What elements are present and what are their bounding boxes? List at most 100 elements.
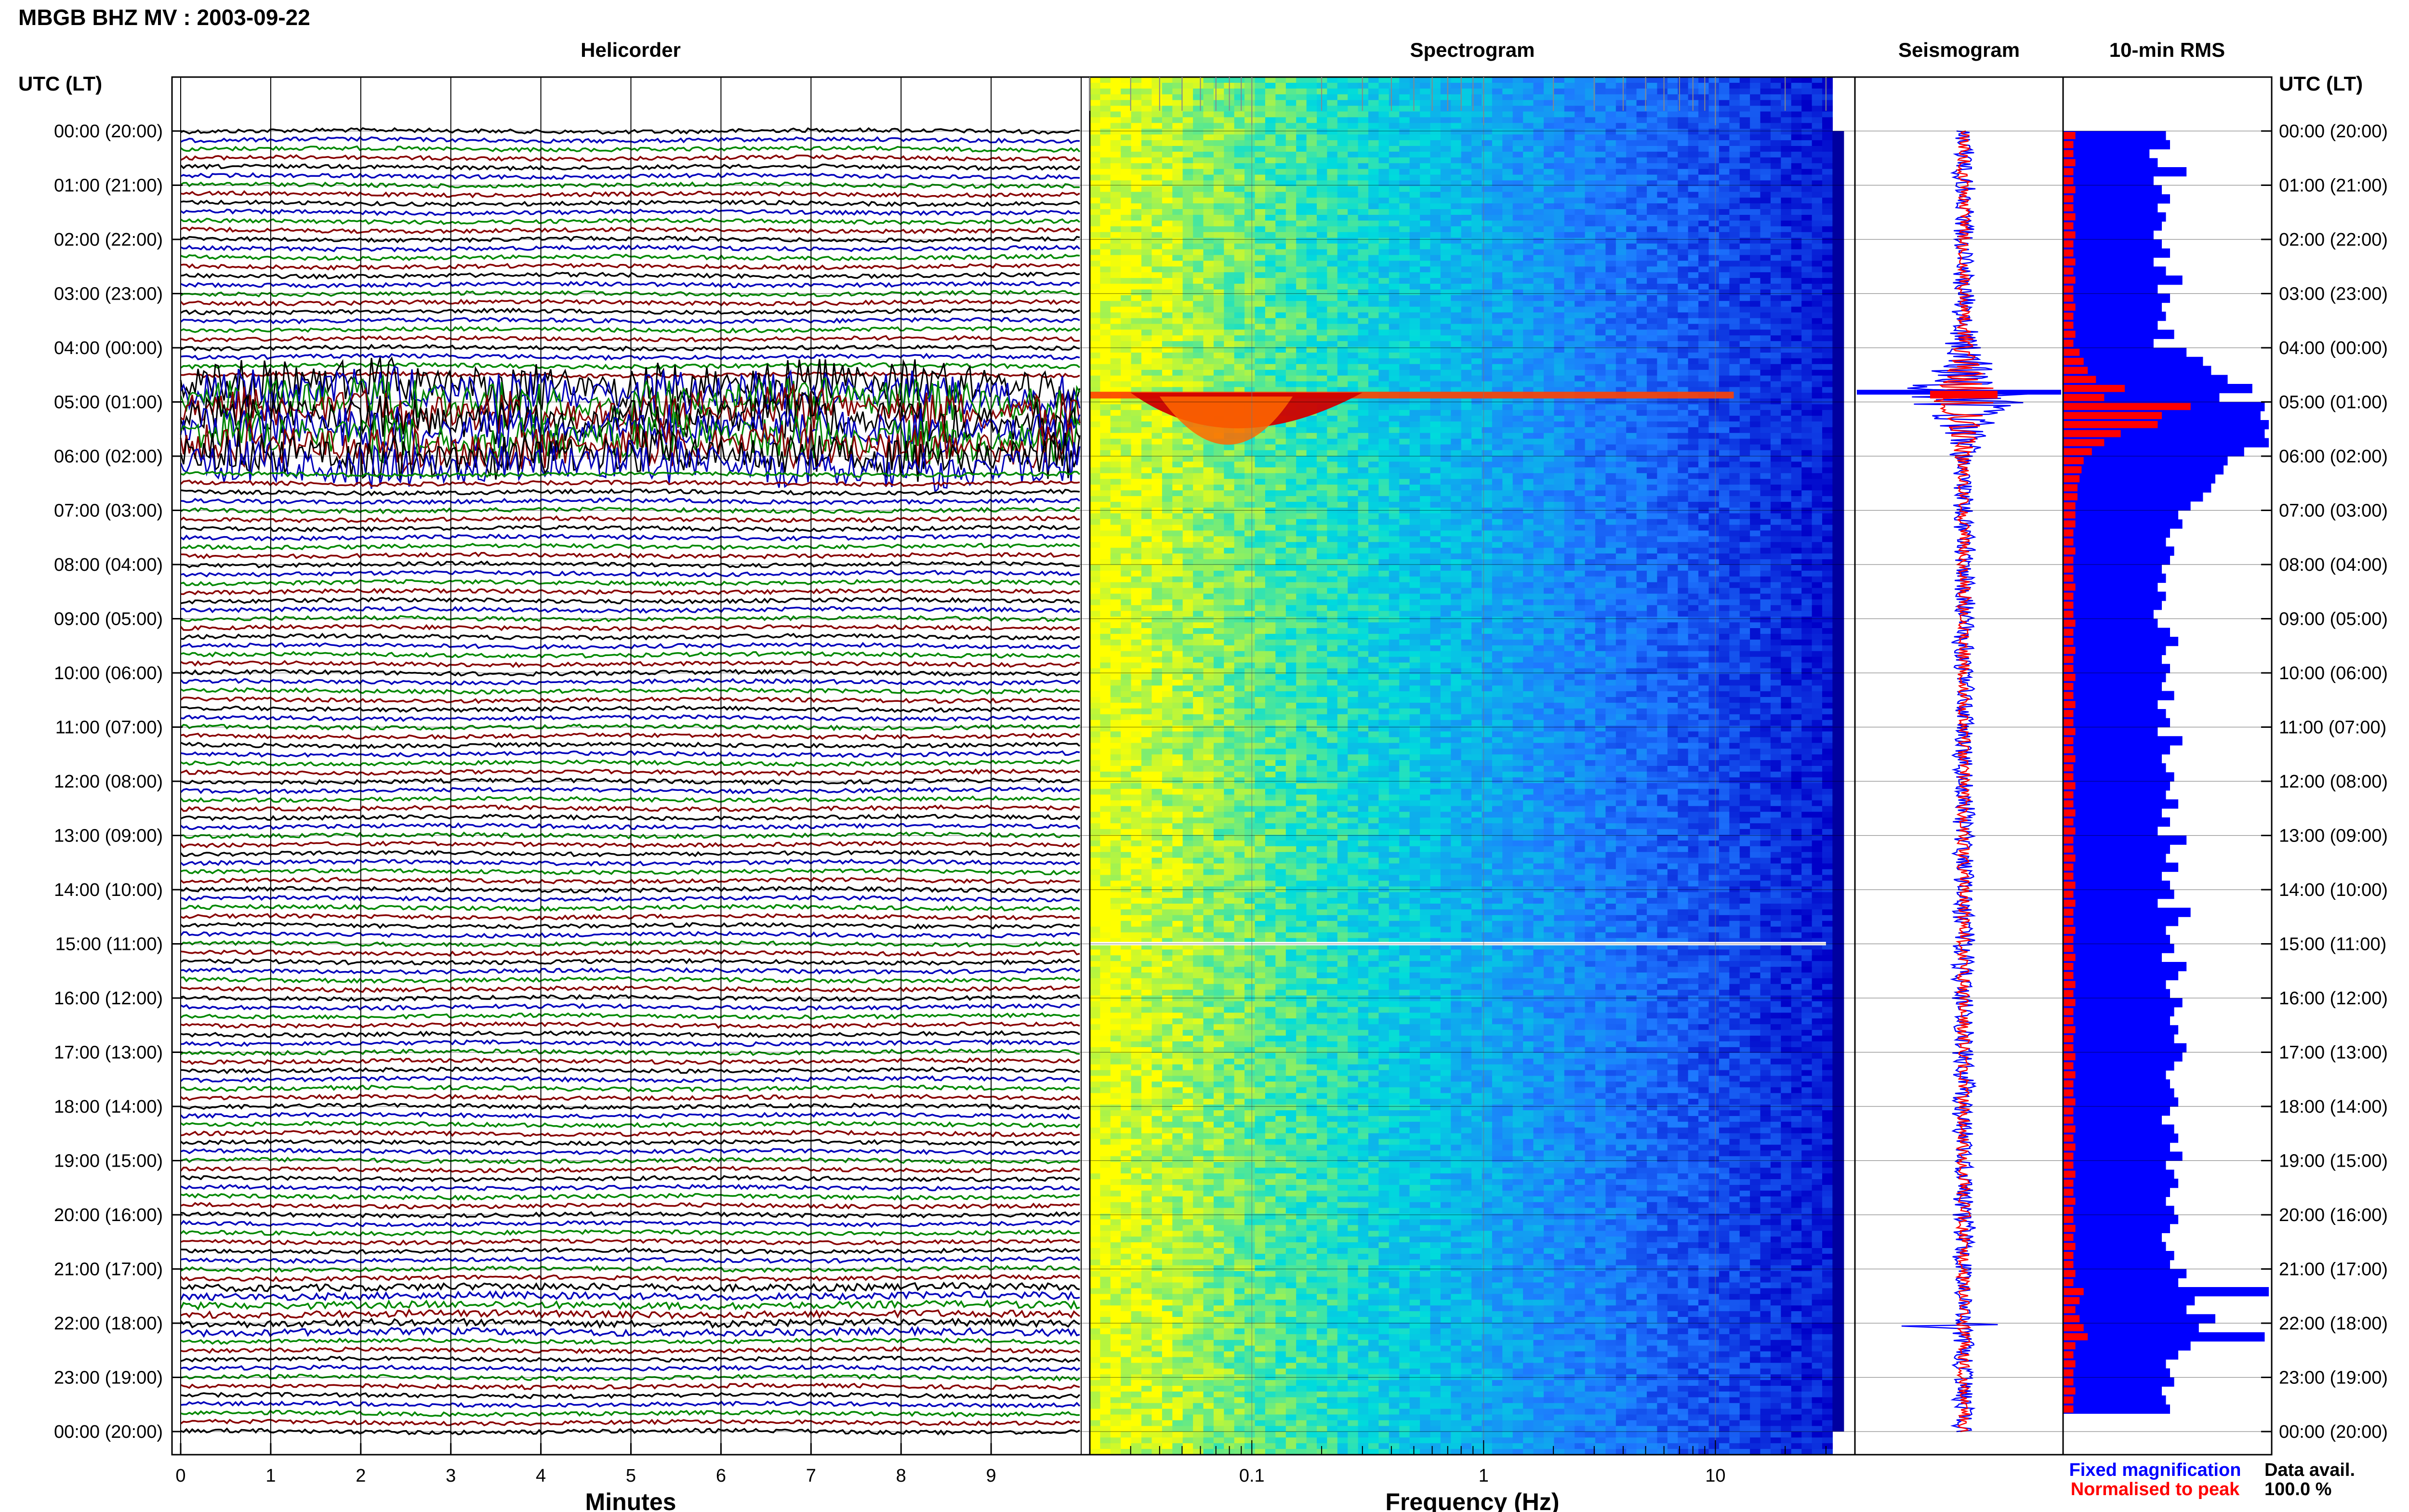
spectrogram-cell [1182, 77, 1193, 83]
spectrogram-cell [1265, 174, 1276, 181]
spectrogram-cell [1337, 209, 1348, 215]
spectrogram-cell [1657, 261, 1668, 267]
spectrogram-cell [1306, 94, 1317, 101]
spectrogram-cell [1544, 105, 1554, 112]
spectrogram-cell [1575, 197, 1586, 204]
spectrogram-cell [1275, 341, 1286, 347]
spectrogram-cell [1121, 421, 1132, 428]
spectrogram-cell [1739, 186, 1750, 192]
spectrogram-cell [1285, 249, 1297, 255]
spectrogram-cell [1152, 375, 1163, 382]
spectrogram-cell [1389, 255, 1400, 261]
spectrogram-cell [1440, 341, 1451, 347]
spectrogram-cell [1121, 215, 1132, 221]
helicorder-trace [180, 1103, 1081, 1110]
spectrogram-cell [1657, 77, 1668, 83]
spectrogram-cell [1626, 197, 1637, 204]
spectrogram-cell [1203, 129, 1214, 135]
helicorder-trace [180, 1147, 1081, 1156]
spectrogram-cell [1533, 387, 1544, 393]
spectrogram-cell [1544, 364, 1554, 370]
spectrogram-cell [1368, 169, 1379, 175]
spectrogram-cell [1265, 387, 1276, 393]
spectrogram-cell [1482, 410, 1493, 416]
spectrogram-cell [1636, 129, 1647, 135]
spectrogram-cell [1121, 410, 1132, 416]
spectrogram-cell [1636, 209, 1647, 215]
spectrogram-cell [1595, 289, 1606, 296]
spectrogram-cell [1575, 82, 1586, 89]
spectrogram-cell [1544, 295, 1554, 302]
spectrogram-cell [1708, 284, 1720, 290]
spectrogram-cell [1430, 364, 1441, 370]
spectrogram-cell [1729, 129, 1740, 135]
spectrogram-cell [1595, 255, 1606, 261]
spectrogram-cell [1595, 243, 1606, 250]
spectrogram-cell [1234, 232, 1245, 238]
spectrogram-cell [1378, 203, 1390, 210]
spectrogram-cell [1544, 180, 1554, 186]
spectrogram-cell [1420, 329, 1431, 336]
spectrogram-cell [1739, 129, 1750, 135]
spectrogram-cell [1533, 450, 1544, 457]
spectrogram-cell [1585, 88, 1596, 95]
spectrogram-cell [1152, 329, 1163, 336]
spectrogram-cell [1729, 237, 1740, 244]
spectrogram-cell [1502, 174, 1513, 181]
spectrogram-cell [1760, 100, 1771, 106]
spectrogram-cell [1285, 203, 1297, 210]
helicorder-trace [180, 263, 1080, 271]
spectrogram-cell [1234, 261, 1245, 267]
spectrogram-cell [1306, 416, 1317, 422]
spectrogram-cell [1358, 237, 1369, 244]
spectrogram-cell [1255, 94, 1266, 101]
spectrogram-cell [1667, 220, 1678, 227]
spectrogram-cell [1110, 347, 1121, 353]
helicorder-trace [180, 506, 1080, 514]
helicorder-trace [180, 940, 1080, 948]
spectrogram-cell [1512, 157, 1523, 164]
spectrogram-cell [1760, 186, 1771, 192]
spectrogram-cell [1791, 255, 1802, 261]
spectrogram-cell [1822, 203, 1833, 210]
spectrogram-cell [1822, 88, 1833, 95]
spectrogram-cell [1152, 444, 1163, 451]
spectrogram-cell [1512, 456, 1523, 462]
spectrogram-cell [1090, 169, 1100, 175]
spectrogram-cell [1801, 88, 1813, 95]
spectrogram-cell [1131, 151, 1142, 158]
spectrogram-cell [1255, 324, 1266, 330]
spectrogram-cell [1141, 375, 1152, 382]
spectrogram-cell [1317, 117, 1327, 123]
spectrogram-cell [1471, 421, 1482, 428]
spectrogram-cell [1110, 375, 1121, 382]
spectrogram-cell [1636, 398, 1647, 405]
spectrogram-cell [1564, 111, 1575, 118]
spectrogram-cell [1389, 341, 1400, 347]
spectrogram-cell [1698, 203, 1709, 210]
spectrogram-cell [1667, 295, 1678, 302]
spectrogram-cell [1110, 157, 1121, 164]
helicorder-trace [180, 1229, 1080, 1237]
spectrogram-cell [1162, 105, 1173, 112]
spectrogram-cell [1812, 186, 1823, 192]
spectrogram-cell [1399, 318, 1410, 324]
spectrogram-cell [1358, 140, 1369, 146]
spectrogram-cell [1657, 220, 1668, 227]
spectrogram-cell [1461, 324, 1472, 330]
spectrogram-cell [1471, 347, 1482, 353]
spectrogram-cell [1739, 111, 1750, 118]
spectrogram-cell [1502, 301, 1513, 307]
spectrogram-cell [1296, 134, 1307, 141]
spectrogram-cell [1471, 284, 1482, 290]
spectrogram-cell [1626, 341, 1637, 347]
spectrogram-cell [1461, 450, 1472, 457]
spectrogram-cell [1131, 82, 1142, 89]
spectrogram-cell [1141, 157, 1152, 164]
spectrogram-cell [1605, 272, 1616, 278]
spectrogram-cell [1564, 243, 1575, 250]
spectrogram-cell [1657, 347, 1668, 353]
spectrogram-cell [1791, 105, 1802, 112]
spectrogram-cell [1739, 416, 1750, 422]
spectrogram-cell [1430, 117, 1441, 123]
